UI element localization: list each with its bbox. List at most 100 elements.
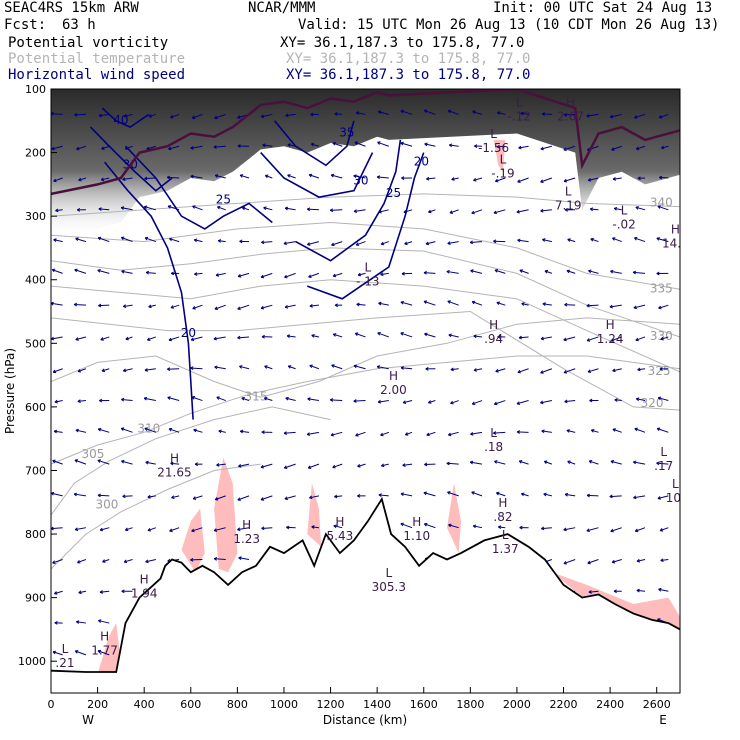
wind-vector	[98, 619, 110, 624]
wind-vector	[166, 175, 180, 180]
wind-vector	[517, 238, 529, 243]
wind-vector	[237, 144, 250, 148]
wind-vector	[190, 336, 203, 342]
wind-vector	[424, 332, 436, 338]
wind-vector	[53, 177, 63, 183]
wind-vector	[447, 109, 459, 115]
extremum-letter: H	[170, 451, 179, 465]
wind-vector	[147, 494, 156, 499]
wind-vector	[216, 396, 226, 402]
legend-pv-name: Potential vorticity	[8, 35, 169, 51]
wind-vector	[516, 209, 529, 214]
wind-vector	[237, 527, 250, 532]
wind-vector	[424, 142, 436, 147]
wind-vector	[192, 205, 203, 211]
wind-vector	[283, 241, 296, 246]
wind-vector	[51, 526, 63, 531]
wind-vector	[263, 206, 273, 211]
extremum-letter: L	[516, 95, 523, 109]
wind-vector	[214, 113, 226, 120]
wind-vector	[306, 431, 319, 436]
wind-vector	[123, 113, 133, 118]
wind-vector	[635, 206, 646, 211]
wind-vector	[660, 558, 669, 563]
wind-vector	[171, 495, 180, 500]
wind-vector	[74, 459, 87, 465]
wind-vector	[542, 238, 552, 243]
wind-vector	[285, 113, 296, 118]
x-tick-label: 400	[134, 698, 155, 711]
wind-vector	[287, 174, 296, 179]
wind-vector	[284, 495, 296, 501]
wind-vector	[448, 333, 459, 338]
center-name: NCAR/MMM	[248, 0, 316, 16]
wind-vector	[99, 398, 110, 403]
extremum-value: 1.94	[131, 586, 158, 600]
wind-vector	[659, 527, 669, 532]
wind-vector	[590, 237, 599, 243]
wind-vector	[102, 559, 110, 563]
wind-vector	[53, 238, 63, 243]
wind-vector	[497, 334, 506, 339]
wind-contour-label: 35	[339, 126, 354, 140]
wind-vector	[355, 241, 366, 246]
wind-vector	[308, 272, 320, 279]
wind-vector	[122, 494, 133, 499]
wind-vector	[658, 304, 669, 310]
wind-vector	[309, 495, 320, 500]
wind-vector	[215, 272, 226, 277]
extremum-letter: H	[242, 518, 251, 532]
wind-vector	[400, 332, 413, 338]
wind-vector	[145, 270, 156, 275]
wind-vector	[123, 304, 133, 309]
wind-vector	[610, 269, 622, 274]
wind-vector	[448, 523, 459, 529]
init-time: Init: 00 UTC Sat 24 Aug 13	[493, 0, 713, 16]
wind-vector	[357, 272, 366, 277]
wind-vector	[403, 209, 413, 214]
extremum-value: 2.00	[380, 383, 407, 397]
wind-vector	[260, 113, 273, 119]
wind-vector	[334, 303, 343, 308]
wind-vector	[218, 429, 226, 434]
wind-speed-contour	[101, 107, 150, 129]
wind-vector	[586, 336, 599, 342]
wind-vector	[145, 558, 156, 564]
wind-vector	[355, 111, 366, 115]
y-tick-label: 900	[25, 592, 46, 605]
wind-vector	[587, 368, 599, 374]
wind-vector	[193, 238, 203, 243]
wind-vector	[636, 558, 646, 563]
wind-vector	[51, 336, 63, 341]
wind-vector	[446, 461, 459, 466]
wind-vector	[191, 113, 203, 120]
wind-vector	[404, 431, 413, 436]
wind-vector	[520, 111, 529, 116]
wind-vector	[449, 209, 459, 214]
wind-vector	[97, 459, 110, 465]
wind-vector	[121, 269, 133, 274]
wind-vector	[330, 173, 343, 179]
wind-vector	[169, 527, 180, 533]
extremum-letter: L	[660, 445, 667, 459]
wind-vector	[426, 431, 436, 437]
extremum-letter: L	[672, 477, 679, 491]
wind-vector	[121, 589, 133, 594]
theta-contour	[51, 310, 680, 411]
extremum-value: 7.19	[555, 198, 582, 212]
wind-vector	[237, 272, 250, 278]
pv-fill-region	[214, 457, 238, 573]
extremum-value: .82	[493, 510, 512, 524]
wind-vector	[194, 272, 203, 276]
wind-vector	[493, 239, 506, 244]
wind-vector	[353, 209, 366, 213]
extremum-value: 5.43	[327, 529, 354, 543]
extremum-value: 14.5	[662, 237, 689, 251]
wind-vector	[332, 333, 343, 338]
wind-vector	[122, 368, 133, 373]
wind-vector	[400, 109, 413, 115]
wind-vector	[261, 526, 273, 531]
x-tick-label: 2200	[550, 698, 578, 711]
extremum-value: 1.37	[492, 542, 519, 556]
wind-vector	[101, 368, 110, 373]
